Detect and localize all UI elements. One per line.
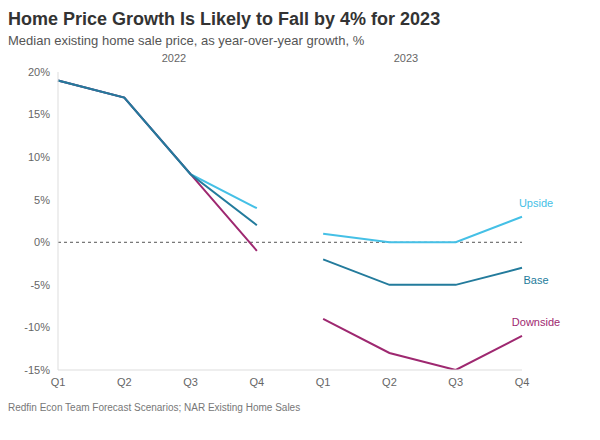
- html-text:Home Price Growth Is Likely to: Home Price Growth Is Likely to Fall by 4…: [8, 9, 441, 29]
- svg-text:Q2: Q2: [382, 376, 397, 388]
- svg-text:Q4: Q4: [250, 376, 265, 388]
- html-text:2022: 2022: [161, 52, 187, 64]
- svg-text:Base: Base: [523, 274, 548, 286]
- svg-text:Q4: Q4: [515, 376, 530, 388]
- html-text:Median existing home sale pric: Median existing home sale price, as year…: [8, 33, 365, 48]
- svg-text:Q3: Q3: [448, 376, 463, 388]
- svg-text:Q2: Q2: [117, 376, 132, 388]
- svg-text:-5%: -5%: [30, 279, 50, 291]
- svg-text:Downside: Downside: [512, 316, 560, 328]
- html-text:Redfin Econ Team Forecast Scen: Redfin Econ Team Forecast Scenarios; NAR…: [8, 402, 301, 413]
- svg-text:10%: 10%: [28, 151, 50, 163]
- svg-text:-10%: -10%: [24, 321, 50, 333]
- svg-text:0%: 0%: [34, 236, 50, 248]
- svg-text:Q1: Q1: [316, 376, 331, 388]
- html-text:2023: 2023: [393, 52, 419, 64]
- svg-text:Q1: Q1: [51, 376, 66, 388]
- svg-text:-15%: -15%: [24, 364, 50, 376]
- svg-text:Upside: Upside: [519, 197, 553, 209]
- svg-text:Q3: Q3: [183, 376, 198, 388]
- svg-text:15%: 15%: [28, 108, 50, 120]
- svg-text:20%: 20%: [28, 66, 50, 78]
- svg-text:5%: 5%: [34, 194, 50, 206]
